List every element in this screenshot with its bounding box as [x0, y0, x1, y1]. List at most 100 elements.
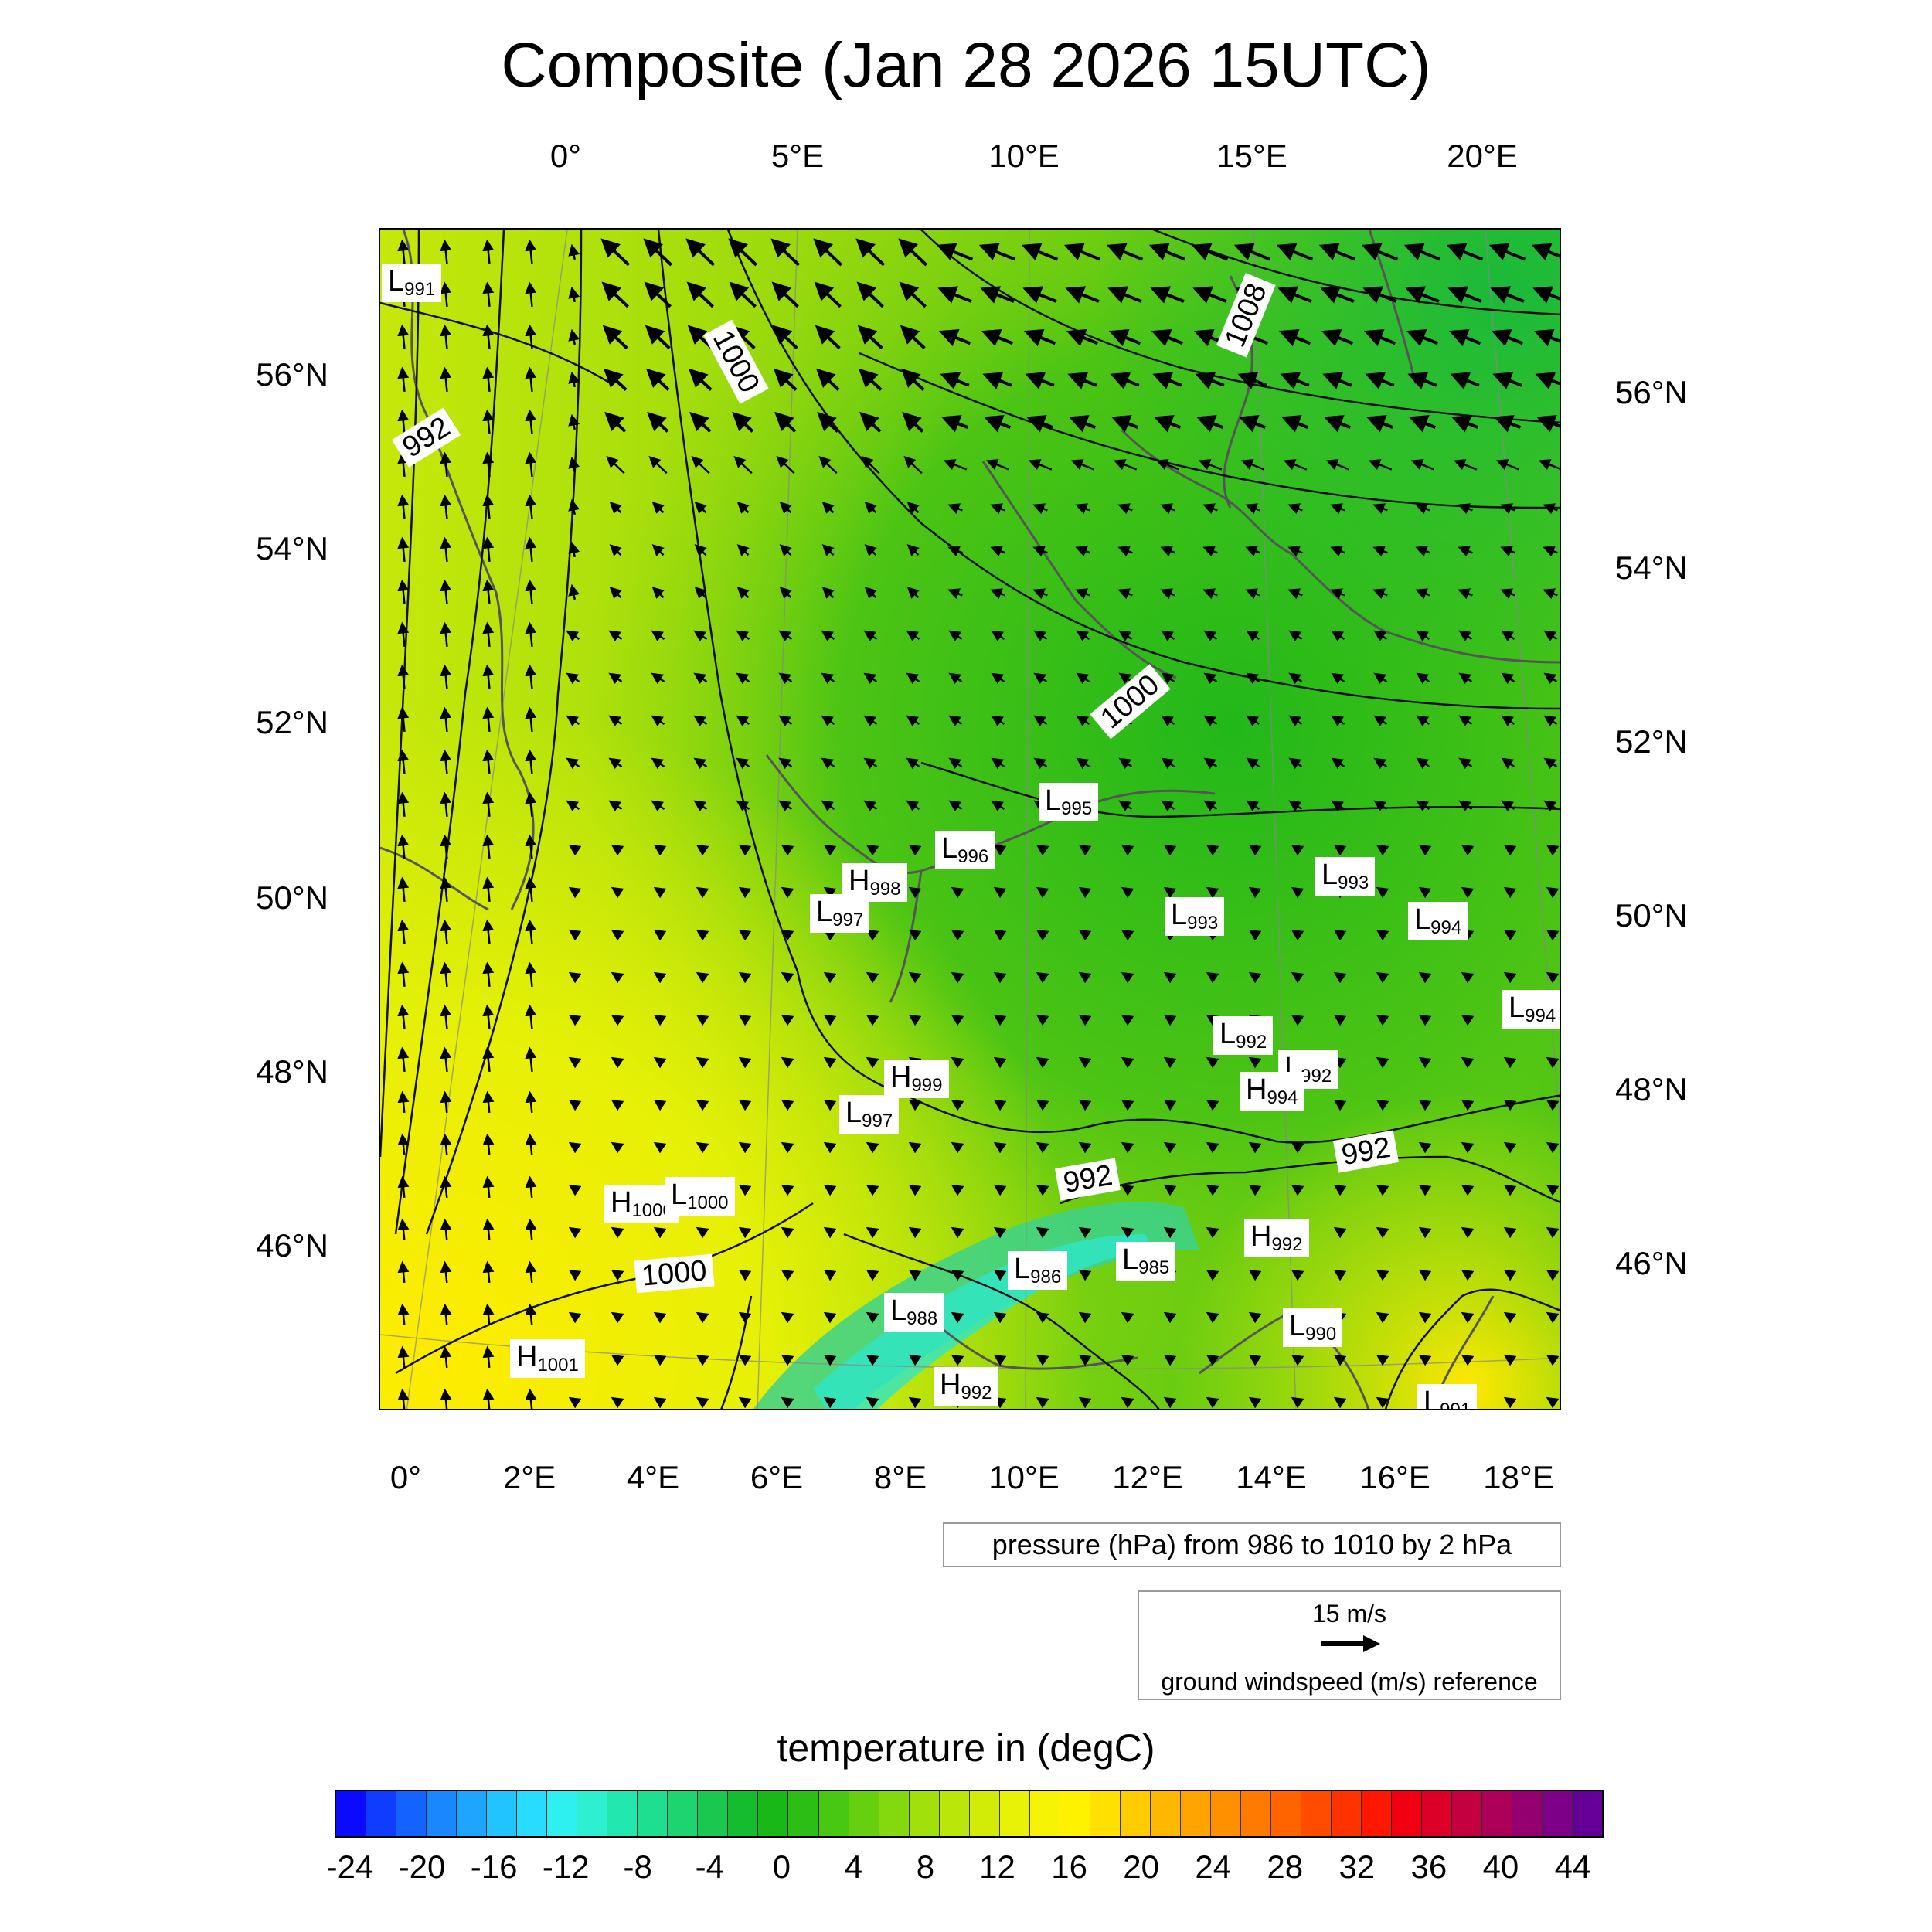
wind-arrow	[1461, 1184, 1475, 1196]
wind-arrow	[397, 1004, 410, 1030]
wind-arrow	[1543, 800, 1558, 812]
wind-arrow	[1206, 844, 1219, 856]
wind-arrow	[1163, 1311, 1177, 1324]
wind-arrow	[990, 588, 1005, 600]
colorbar-swatch	[487, 1791, 518, 1836]
colorbar-swatch	[1573, 1791, 1603, 1836]
wind-arrow	[738, 1014, 752, 1026]
wind-arrow	[781, 1184, 794, 1196]
wind-arrow	[1503, 1056, 1517, 1069]
colorbar-swatch	[1332, 1791, 1362, 1836]
wind-arrow	[1248, 1354, 1262, 1366]
wind-arrow	[728, 238, 758, 267]
wind-arrow	[611, 886, 624, 899]
wind-arrow	[1333, 1099, 1347, 1111]
wind-arrow	[651, 544, 665, 556]
pressure-center-label: L996	[935, 831, 995, 869]
wind-arrow	[781, 1269, 794, 1281]
wind-arrow	[694, 587, 707, 599]
wind-arrow	[947, 546, 963, 557]
bottom-lon-label: 8°E	[873, 1459, 927, 1495]
wind-arrow	[823, 1354, 837, 1366]
wind-arrow	[397, 239, 410, 265]
wind-arrow	[1458, 715, 1473, 727]
wind-arrow	[1376, 844, 1389, 856]
wind-arrow	[482, 834, 495, 860]
colorbar-tick-label: -24	[326, 1849, 374, 1885]
wind-arrow	[906, 630, 920, 642]
pressure-center-label: H1000	[604, 1185, 679, 1223]
wind-arrow	[866, 1354, 879, 1366]
wind-arrow	[1203, 715, 1218, 727]
bottom-lon-label: 10°E	[988, 1459, 1060, 1495]
wind-arrow	[525, 1090, 537, 1114]
wind-arrow	[951, 1184, 964, 1196]
wind-arrow	[611, 971, 624, 984]
wind-arrow	[736, 715, 750, 727]
wind-arrow	[1503, 1141, 1517, 1154]
wind-arrow	[1022, 286, 1057, 304]
wind-arrow	[937, 286, 972, 304]
wind-arrow	[1036, 886, 1049, 899]
wind-arrow	[1078, 886, 1092, 899]
wind-arrow	[1277, 286, 1312, 304]
alps-peak-region	[813, 1234, 1153, 1409]
wind-arrow	[525, 1388, 537, 1409]
wind-arrow	[653, 1311, 667, 1324]
wind-arrow	[653, 886, 667, 899]
colorbar-tick-label: 24	[1195, 1849, 1232, 1885]
wind-arrow	[1543, 630, 1558, 642]
wind-arrow	[948, 715, 963, 727]
wind-arrow	[1450, 372, 1480, 389]
wind-arrow	[1447, 286, 1482, 304]
wind-arrow	[1408, 415, 1437, 433]
wind-arrow	[936, 243, 974, 261]
wind-arrow	[906, 757, 920, 770]
colorbar-tick-label: 16	[1051, 1849, 1087, 1885]
wind-arrow	[1066, 328, 1099, 347]
wind-arrow	[1376, 1311, 1389, 1324]
wind-arrow	[1108, 328, 1141, 347]
bottom-lon-label: 12°E	[1112, 1459, 1183, 1495]
wind-arrow	[823, 971, 837, 984]
wind-arrow	[525, 451, 537, 478]
wind-arrow	[993, 1226, 1007, 1239]
colorbar-swatch	[969, 1791, 1000, 1836]
wind-arrow	[696, 1141, 709, 1154]
wind-arrow	[1546, 1311, 1560, 1324]
wind-arrow	[985, 459, 1010, 471]
wind-arrow	[1206, 1099, 1219, 1111]
wind-arrow	[1330, 503, 1345, 515]
wind-arrow	[602, 325, 628, 350]
wind-arrow	[397, 579, 410, 605]
wind-arrow	[1318, 243, 1356, 261]
wind-arrow	[651, 587, 665, 599]
wind-arrow	[568, 286, 580, 303]
wind-arrow	[990, 546, 1005, 557]
wind-arrow	[686, 281, 714, 308]
wind-arrow	[778, 715, 793, 727]
wind-arrow	[1203, 672, 1218, 685]
right-lat-label: 56°N	[1615, 374, 1688, 410]
wind-arrow	[1121, 1099, 1134, 1111]
wind-arrow	[1287, 503, 1303, 515]
wind-arrow	[1492, 372, 1522, 389]
map-panel[interactable]: L991 L995 L996 H998 L997 L993 L993 L994 …	[379, 228, 1561, 1410]
wind-arrow	[482, 366, 495, 393]
wind-arrow	[482, 876, 495, 903]
wind-arrow	[821, 715, 835, 727]
bottom-lon-label: 18°E	[1483, 1459, 1554, 1495]
wind-arrow	[1325, 459, 1350, 471]
wind-arrow	[1202, 546, 1218, 557]
wind-arrow	[1546, 1099, 1560, 1111]
wind-arrow	[815, 325, 841, 350]
wind-arrow	[978, 243, 1016, 261]
wind-arrow	[1033, 757, 1048, 770]
wind-arrow	[1248, 1269, 1262, 1281]
wind-arrow	[1195, 372, 1225, 389]
wind-arrow	[1365, 372, 1395, 389]
colorbar-swatch	[547, 1791, 578, 1836]
wind-arrow	[1373, 800, 1388, 812]
wind-arrow	[1288, 800, 1303, 812]
wind-arrow	[482, 409, 495, 435]
